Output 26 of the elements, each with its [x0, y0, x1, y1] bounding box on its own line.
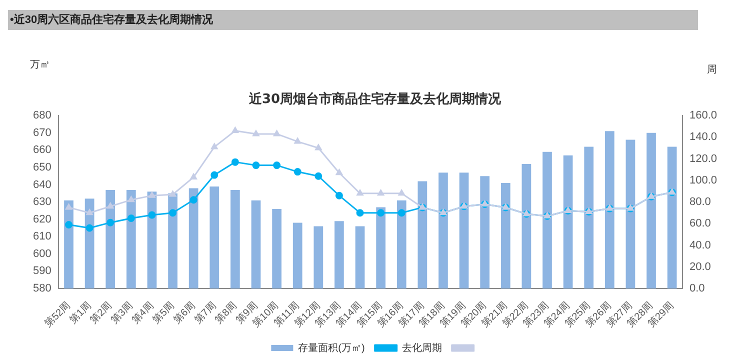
y2-tick-label: 160.0: [689, 110, 718, 122]
y-axis-title: 万㎡: [30, 60, 50, 71]
y2-tick-label: 120.0: [689, 152, 718, 165]
chart-subtitle: •近30周六区商品住宅存量及去化周期情况: [8, 10, 698, 30]
y-tick-label: 640: [32, 178, 52, 191]
y-tick-label: 660: [32, 144, 52, 156]
y2-axis-title: 周: [707, 64, 717, 76]
y-tick-label: 680: [32, 110, 52, 122]
y2-tick-label: 60.0: [689, 218, 711, 230]
y2-tick-label: 100.0: [689, 174, 718, 186]
y2-tick-label: 40.0: [689, 239, 711, 252]
y-tick-label: 620: [32, 213, 52, 226]
y-tick-label: 670: [32, 126, 52, 139]
y-tick-label: 610: [32, 230, 52, 243]
y-tick-label: 630: [32, 196, 52, 208]
y2-tick-label: 140.0: [689, 131, 718, 144]
y2-tick-label: 0.0: [689, 282, 705, 295]
legend-label: 去化周期: [402, 342, 442, 354]
legend-label: 存量面积(万㎡): [298, 342, 365, 354]
y-tick-label: 650: [32, 162, 52, 174]
y-tick-label: 600: [32, 248, 52, 260]
y-tick-label: 580: [32, 282, 52, 295]
y2-tick-label: 80.0: [689, 196, 711, 208]
y-tick-label: 590: [32, 265, 52, 278]
y2-tick-label: 20.0: [689, 260, 711, 273]
chart-title: 近30周烟台市商品住宅存量及去化周期情况: [248, 91, 502, 108]
